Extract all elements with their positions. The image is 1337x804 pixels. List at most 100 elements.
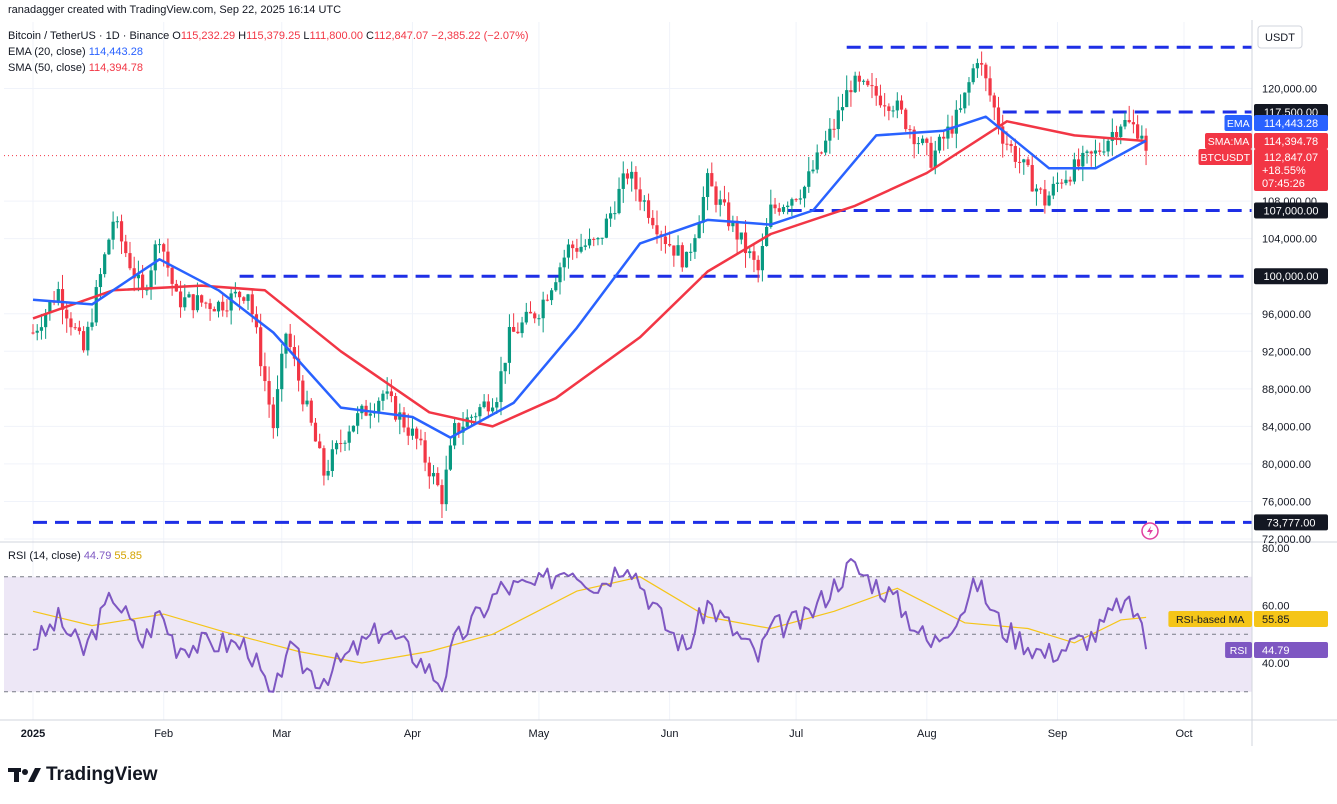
candle-body xyxy=(297,358,301,381)
low-value: 111,800.00 xyxy=(309,30,363,42)
candle-body xyxy=(90,322,94,327)
candle-body xyxy=(743,232,748,254)
candle-body xyxy=(246,294,250,301)
candle-body xyxy=(183,297,187,308)
candle-body xyxy=(259,327,263,367)
candle-body xyxy=(474,416,478,418)
candle-body xyxy=(280,353,284,390)
candle-body xyxy=(1123,120,1127,127)
candle-body xyxy=(613,213,617,215)
candle-body xyxy=(1017,161,1022,163)
candle-body xyxy=(465,417,469,427)
candle-body xyxy=(604,218,608,238)
candle-body xyxy=(727,202,731,227)
candle-body xyxy=(731,220,735,227)
candle-body xyxy=(368,413,372,416)
candle-body xyxy=(625,173,630,179)
candle-body xyxy=(554,282,558,291)
candle-body xyxy=(128,253,132,269)
candle-body xyxy=(35,330,39,333)
candle-body xyxy=(381,393,385,401)
candle-body xyxy=(200,295,204,303)
candle-body xyxy=(587,238,592,246)
candle-body xyxy=(600,237,604,239)
candle-body xyxy=(794,199,798,201)
price-tick-label: 72,000.00 xyxy=(1262,534,1311,546)
candle-body xyxy=(457,423,461,433)
level-price-tag xyxy=(1254,514,1328,531)
candle-body xyxy=(558,267,562,283)
candle-body xyxy=(263,366,267,382)
candle-body xyxy=(904,109,908,130)
candle-body xyxy=(760,246,764,271)
candle-body xyxy=(225,310,229,312)
candle-body xyxy=(1106,140,1110,152)
price-tick-label: 96,000.00 xyxy=(1262,309,1311,321)
candle-body xyxy=(195,295,200,311)
candle-body xyxy=(912,129,916,145)
candle-body xyxy=(229,293,233,311)
ema-legend-value: 114,443.28 xyxy=(88,46,143,58)
candle-body xyxy=(431,472,436,477)
candle-body xyxy=(1114,132,1119,137)
price-tag-name: SMA:MA xyxy=(1208,136,1249,148)
candle-body xyxy=(676,245,680,256)
price-tag-name-box xyxy=(1205,133,1252,149)
ohlc-legend[interactable]: Bitcoin / TetherUS · 1D · Binance O115,2… xyxy=(8,30,529,42)
candle-body xyxy=(1076,159,1081,167)
candle-body xyxy=(115,221,119,223)
candle-body xyxy=(714,186,718,205)
candle-body xyxy=(309,400,313,423)
flash-news-icon xyxy=(1141,522,1159,540)
candle-body xyxy=(773,204,777,209)
candle-body xyxy=(937,136,942,151)
candle-body xyxy=(377,400,381,412)
candle-body xyxy=(313,422,318,442)
rsi-tag-value: 44.79 xyxy=(1262,645,1290,657)
candle-body xyxy=(162,244,166,252)
high-value: 115,379.25 xyxy=(246,30,301,42)
candle-body xyxy=(811,169,815,172)
price-tag-change: +18.55% xyxy=(1262,165,1306,177)
candle-body xyxy=(250,294,254,315)
candle-body xyxy=(895,100,899,111)
candle-body xyxy=(592,238,596,240)
candle-body xyxy=(1140,135,1144,139)
candle-body xyxy=(237,291,242,298)
tradingview-logo-icon xyxy=(8,768,41,782)
rsi-tag-name: RSI xyxy=(1230,645,1248,657)
candle-body xyxy=(351,425,356,432)
tradingview-logo[interactable]: TradingView xyxy=(8,764,158,786)
price-tick-label: 84,000.00 xyxy=(1262,421,1311,433)
candle-body xyxy=(1047,195,1051,206)
candle-body xyxy=(967,82,971,93)
candle-body xyxy=(1005,143,1009,145)
price-tag-countdown: 07:45:26 xyxy=(1262,178,1305,190)
candle-body xyxy=(840,107,845,111)
candle-body xyxy=(495,402,499,408)
rsi-legend[interactable]: RSI (14, close) 44.79 55.85 xyxy=(8,550,142,562)
candle-body xyxy=(697,222,701,239)
candle-body xyxy=(385,391,389,394)
candle-body xyxy=(638,189,642,202)
candle-body xyxy=(56,289,60,303)
rsi-tick-label: 60.00 xyxy=(1262,601,1290,613)
candle-body xyxy=(86,326,90,351)
candle-body xyxy=(786,205,790,208)
candle-body xyxy=(807,171,811,187)
candle-body xyxy=(950,126,954,134)
candle-body xyxy=(448,445,452,470)
ema-20-line xyxy=(32,115,1147,439)
candle-body xyxy=(655,225,659,235)
candle-body xyxy=(693,238,697,252)
candle-body xyxy=(853,75,857,93)
level-price-label: 107,000.00 xyxy=(1263,206,1318,218)
candle-body xyxy=(933,150,937,168)
rsi-ma-legend-value: 55.85 xyxy=(114,550,142,562)
candle-body xyxy=(566,244,571,258)
candle-body xyxy=(672,245,676,256)
candle-body xyxy=(596,238,600,240)
sma-legend[interactable]: SMA (50, close) 114,394.78 xyxy=(8,62,143,74)
ema-legend[interactable]: EMA (20, close) 114,443.28 xyxy=(8,46,143,58)
